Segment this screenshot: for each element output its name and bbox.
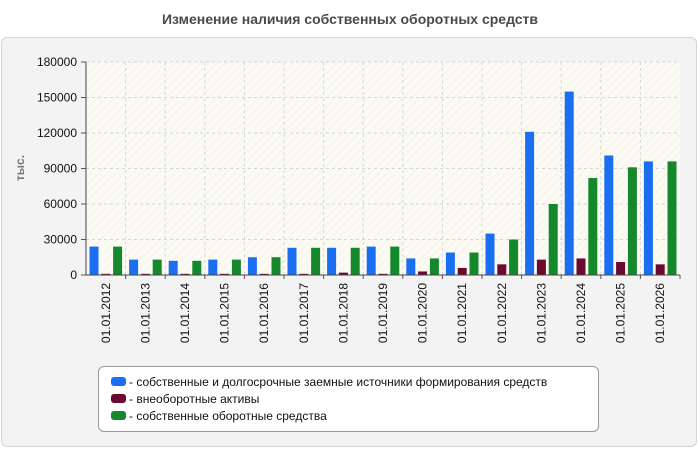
y-tick-label: 0: [70, 268, 77, 282]
bar-2: [576, 258, 586, 275]
x-tick-label: 01.01.2024: [574, 283, 588, 343]
bar-1: [525, 131, 535, 275]
bar-1: [327, 247, 337, 275]
bar-2: [457, 267, 467, 275]
bar-2: [140, 273, 150, 275]
x-tick-label: 01.01.2014: [178, 283, 192, 343]
x-tick-label: 01.01.2015: [218, 283, 232, 343]
bar-1: [287, 247, 297, 275]
bar-2: [655, 264, 665, 275]
y-tick-label: 180000: [37, 55, 77, 69]
bar-3: [311, 247, 321, 275]
bar-3: [231, 259, 241, 275]
x-tick-label: 01.01.2016: [257, 283, 271, 343]
bar-3: [429, 258, 439, 275]
bar-2: [378, 273, 388, 275]
bar-3: [350, 247, 360, 275]
bar-3: [271, 257, 281, 275]
bar-1: [168, 260, 178, 275]
bar-2: [497, 264, 507, 275]
legend-swatch: [111, 394, 126, 403]
x-tick-label: 01.01.2018: [336, 283, 350, 343]
bar-1: [208, 259, 218, 275]
bar-1: [564, 91, 574, 275]
chart-legend: - собственные и долгосрочные заемные ист…: [98, 366, 599, 432]
legend-item: - собственные оборотные средства: [111, 407, 598, 424]
legend-item: - собственные и долгосрочные заемные ист…: [111, 373, 598, 390]
bar-2: [259, 273, 269, 275]
bar-1: [89, 246, 99, 275]
x-tick-label: 01.01.2012: [99, 283, 113, 343]
legend-swatch: [111, 411, 126, 420]
legend-label: внеоборотные активы: [136, 391, 260, 406]
x-tick-label: 01.01.2021: [455, 283, 469, 343]
bar-1: [366, 246, 376, 275]
bar-3: [469, 252, 479, 275]
x-tick-label: 01.01.2020: [416, 283, 430, 343]
x-tick-label: 01.01.2023: [534, 283, 548, 343]
x-tick-label: 01.01.2025: [614, 283, 628, 343]
y-tick-label: 90000: [44, 162, 78, 176]
legend-swatch: [111, 377, 126, 386]
bar-3: [548, 204, 558, 275]
x-tick-label: 01.01.2017: [297, 283, 311, 343]
bar-1: [406, 258, 416, 275]
bar-2: [338, 272, 348, 275]
bar-1: [129, 259, 139, 275]
bar-3: [588, 177, 598, 275]
bar-1: [247, 257, 257, 275]
bar-3: [509, 239, 519, 275]
bar-3: [192, 260, 202, 275]
bar-2: [220, 273, 230, 275]
bar-2: [616, 261, 626, 275]
bar-1: [445, 252, 455, 275]
bar-2: [299, 273, 309, 275]
bar-1: [643, 161, 653, 275]
bar-3: [152, 259, 162, 275]
bar-1: [604, 155, 614, 275]
y-tick-label: 120000: [37, 126, 77, 140]
legend-label: собственные оборотные средства: [136, 408, 327, 423]
legend-item: - внеоборотные активы: [111, 390, 598, 407]
bar-2: [180, 273, 190, 275]
x-tick-label: 01.01.2022: [495, 283, 509, 343]
bar-3: [390, 246, 400, 275]
y-axis-label: тыс.: [13, 155, 27, 181]
legend-dash: -: [129, 391, 137, 406]
bar-1: [485, 233, 495, 275]
x-tick-label: 01.01.2026: [653, 283, 667, 343]
bar-2: [418, 271, 428, 275]
legend-dash: -: [129, 374, 137, 389]
chart-title: Изменение наличия собственных оборотных …: [161, 11, 539, 27]
y-tick-label: 30000: [44, 233, 78, 247]
bar-2: [536, 259, 546, 275]
x-tick-label: 01.01.2019: [376, 283, 390, 343]
y-tick-label: 60000: [44, 197, 78, 211]
bar-3: [113, 246, 123, 275]
bar-2: [101, 273, 111, 275]
bar-3: [627, 167, 637, 275]
bar-3: [667, 161, 677, 275]
legend-label: собственные и долгосрочные заемные источ…: [136, 374, 548, 389]
x-tick-label: 01.01.2013: [138, 283, 152, 343]
y-tick-label: 150000: [37, 91, 77, 105]
legend-dash: -: [129, 408, 137, 423]
